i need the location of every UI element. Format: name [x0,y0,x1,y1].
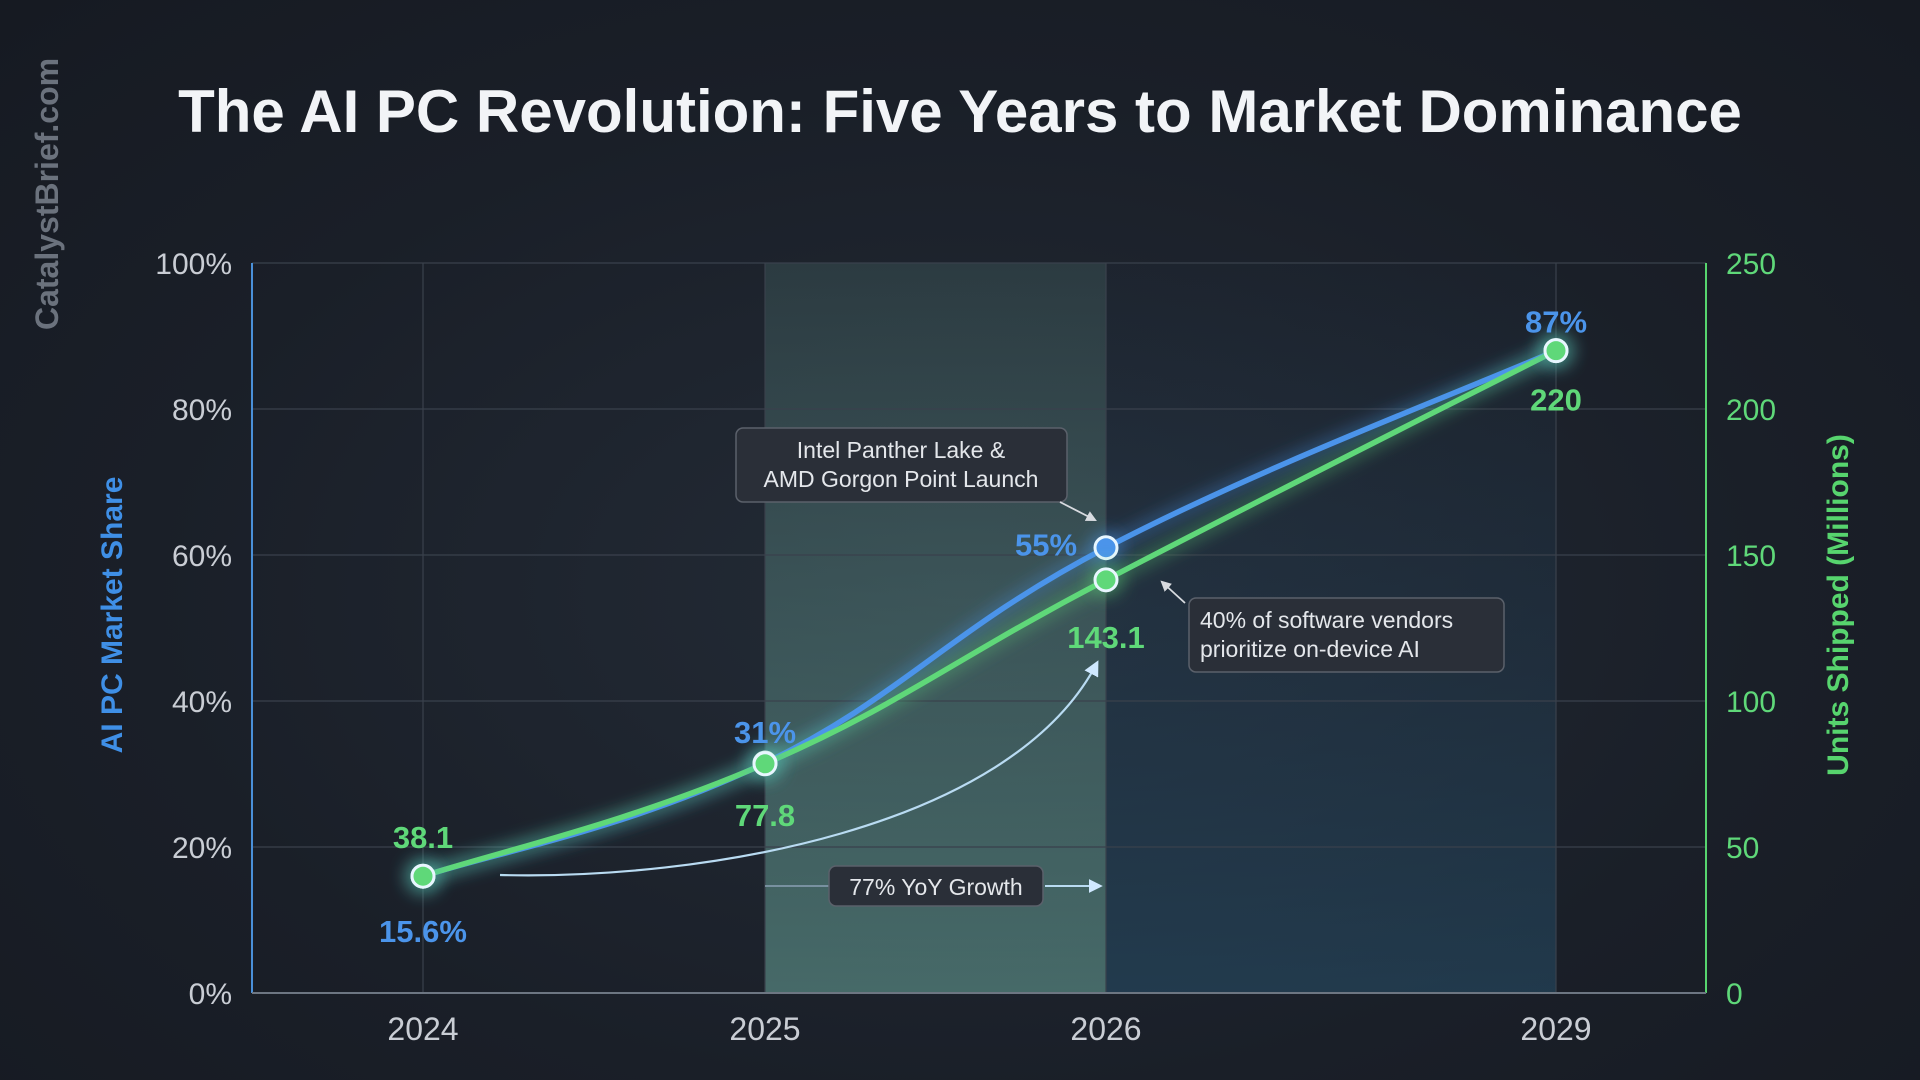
annotation-launch-line2: AMD Gorgon Point Launch [764,466,1039,492]
point-units [752,751,778,777]
annotation-vendors-box [1188,597,1505,673]
annotation-growth: 77% YoY Growth [765,865,1103,907]
left-tick-label: 0% [189,978,232,1011]
chart-title: The AI PC Revolution: Five Years to Mark… [178,78,1742,145]
annotation-launch-pointer [1059,501,1097,521]
annotation-vendors-line1: 40% of software vendors [1200,607,1453,633]
watermark: CatalystBrief.com [29,58,65,330]
right-tick-label: 200 [1726,394,1776,427]
data-label-units: 77.8 [735,798,795,833]
data-label-share: 87% [1525,305,1587,340]
data-labels-layer: 15.6% 31% 55% 87% 38.1 77.8 143.1 220 [379,305,1587,950]
right-tick-label: 50 [1726,832,1759,865]
point-units [1543,338,1569,364]
right-tick-label: 150 [1726,540,1776,573]
x-tick-label: 2029 [1520,1011,1591,1047]
left-tick-label: 100% [155,248,232,281]
annotation-vendors-line2: prioritize on-device AI [1200,636,1420,662]
data-label-share: 31% [734,715,796,750]
data-label-units: 220 [1530,383,1582,418]
right-tick-label: 250 [1726,248,1776,281]
data-label-units: 38.1 [393,820,453,855]
points-layer [405,332,1574,895]
x-tick-label: 2026 [1070,1011,1141,1047]
right-tick-label: 0 [1726,978,1743,1011]
left-axis-title: AI PC Market Share [96,477,129,754]
x-tick-labels: 2024 2025 2026 2029 [387,1011,1591,1047]
series-layer [420,347,1559,879]
annotation-launch-box [735,427,1068,503]
growth-curve-arrow [499,660,1099,877]
x-tick-label: 2025 [729,1011,800,1047]
annotation-launch-line1: Intel Panther Lake & [797,437,1005,463]
right-tick-label: 100 [1726,686,1776,719]
left-tick-label: 60% [172,540,232,573]
data-label-share: 55% [1015,528,1077,563]
data-label-share: 15.6% [379,914,467,949]
right-tick-labels: 0 50 100 150 200 250 [1726,248,1776,1011]
annotation-vendors-pointer [1160,580,1186,604]
annotation-launch: Intel Panther Lake & AMD Gorgon Point La… [735,427,1097,521]
left-tick-label: 40% [172,686,232,719]
series-units-line [420,347,1559,879]
point-share [1093,535,1119,561]
left-tick-label: 20% [172,832,232,865]
annotation-vendors: 40% of software vendors prioritize on-de… [1160,580,1505,673]
annotation-growth-box [828,865,1044,907]
data-label-units: 143.1 [1067,620,1145,655]
annotation-growth-label: 77% YoY Growth [849,874,1022,900]
point-units [1093,567,1119,593]
right-axis-title: Units Shipped (Millions) [1822,434,1855,776]
left-tick-label: 80% [172,394,232,427]
point-units [410,863,436,889]
x-tick-label: 2024 [387,1011,458,1047]
left-tick-labels: 0% 20% 40% 60% 80% 100% [155,248,232,1011]
